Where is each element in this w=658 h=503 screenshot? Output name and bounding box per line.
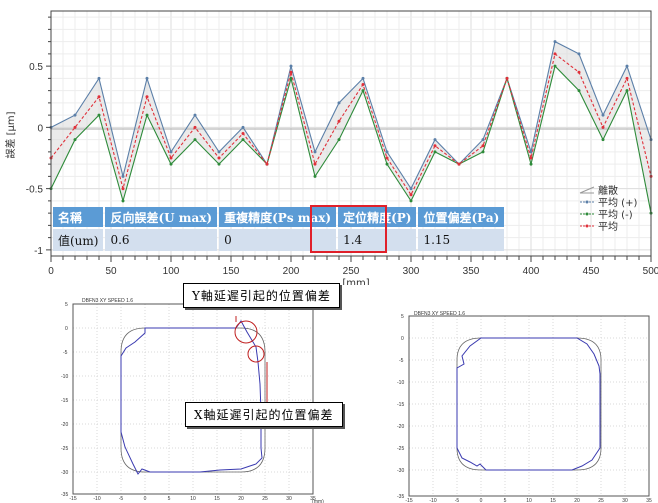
svg-text:15: 15 [214, 496, 220, 502]
svg-text:15: 15 [550, 498, 556, 503]
x-axis: 0 50 100 150 200 250 300 350 400 450 500 [48, 256, 658, 277]
y-axis-title: 誤差 [µm] [4, 111, 17, 158]
subchart-x-ticks: -15 -10 -5 0 5 10 15 20 25 30 35(mm) [69, 496, 324, 503]
y-axis: -1 -0.5 0 0.5 [26, 16, 51, 257]
svg-text:-35: -35 [61, 492, 68, 498]
svg-text:-5: -5 [399, 358, 404, 364]
svg-text:0: 0 [65, 326, 68, 332]
legend-item: 平均 (-) [598, 209, 633, 221]
svg-text:(mm): (mm) [312, 499, 324, 503]
svg-text:250: 250 [343, 266, 360, 277]
svg-text:35: 35 [646, 498, 652, 503]
svg-text:5: 5 [504, 498, 507, 503]
cell-unit-label: 值(um) [53, 229, 104, 251]
svg-text:150: 150 [223, 266, 240, 277]
svg-text:5: 5 [401, 314, 404, 320]
svg-text:-20: -20 [61, 422, 68, 428]
svg-text:-5: -5 [455, 498, 460, 503]
header-positioning-accuracy: 定位精度(P) [338, 207, 417, 227]
svg-text:10: 10 [526, 498, 532, 503]
header-name: 名稱 [53, 207, 104, 227]
cell-repeatability: 0 [219, 229, 337, 251]
svg-text:30: 30 [622, 498, 628, 503]
svg-text:-1: -1 [34, 246, 43, 257]
subchart-x-ticks: -15 -10 -5 0 5 10 15 20 25 30 35 [405, 498, 652, 503]
svg-text:35: 35 [310, 496, 316, 502]
svg-text:0: 0 [401, 336, 404, 342]
header-backlash: 反向誤差(U max) [105, 207, 218, 227]
svg-text:30: 30 [286, 496, 292, 502]
svg-text:-25: -25 [397, 446, 404, 452]
legend-item: 平均 [598, 221, 618, 233]
svg-text:-10: -10 [429, 498, 436, 503]
subchart-title: DBFN3 XY SPEED 1.6 [82, 298, 133, 304]
x-lag-marker [247, 345, 265, 363]
svg-text:300: 300 [403, 266, 420, 277]
svg-text:-10: -10 [93, 496, 100, 502]
svg-text:-10: -10 [397, 380, 404, 386]
legend-item: 平均 (+) [598, 197, 637, 209]
table-header-row: 名稱 反向誤差(U max) 重複精度(Ps max) 定位精度(P) 位置偏差… [53, 207, 505, 227]
svg-text:25: 25 [262, 496, 268, 502]
svg-text:10: 10 [190, 496, 196, 502]
svg-text:0.5: 0.5 [29, 62, 43, 73]
header-position-deviation: 位置偏差(Pa) [418, 207, 505, 227]
contour-chart-uncompensated: DBFN3 XY SPEED 1.6 5 0 -5 -10 -15 -20 -25 -30… [50, 292, 350, 503]
svg-text:-5: -5 [63, 350, 68, 356]
subchart-y-ticks: 5 0 -5 -10 -15 -20 -25 -30 -35 [397, 314, 404, 500]
svg-text:20: 20 [238, 496, 244, 502]
series-layer [49, 40, 653, 215]
y-axis-lag-callout: Y軸延遲引起的位置偏差 [183, 283, 340, 308]
x-axis-lag-callout: X軸延遲引起的位置偏差 [185, 402, 343, 427]
svg-text:-5: -5 [119, 496, 124, 502]
cell-positioning-accuracy: 1.4 [338, 229, 417, 251]
svg-text:-20: -20 [397, 424, 404, 430]
reference-path [456, 337, 602, 471]
svg-text:400: 400 [523, 266, 540, 277]
svg-text:5: 5 [65, 302, 68, 308]
svg-text:100: 100 [163, 266, 180, 277]
svg-text:-30: -30 [61, 470, 68, 476]
y-lag-marker [234, 320, 258, 344]
subchart-y-ticks: 5 0 -5 -10 -15 -20 -25 -30 -35 [61, 302, 68, 498]
svg-text:0: 0 [37, 123, 43, 134]
svg-text:25: 25 [598, 498, 604, 503]
cell-position-deviation: 1.15 [418, 229, 505, 251]
svg-text:-35: -35 [397, 494, 404, 500]
header-repeatability: 重複精度(Ps max) [219, 207, 337, 227]
series-0 [49, 40, 653, 191]
x-axis-title: [mm] [342, 278, 369, 285]
svg-text:-15: -15 [69, 496, 76, 502]
svg-text:20: 20 [574, 498, 580, 503]
contour-chart-compensated: DBFN3 XY SPEED 1.6 5 0 -5 -10 -15 -20 -25 -30… [382, 308, 658, 503]
series-1 [49, 64, 653, 215]
svg-text:50: 50 [105, 266, 117, 277]
measured-path [120, 320, 263, 475]
svg-text:0: 0 [48, 266, 54, 277]
svg-text:450: 450 [583, 266, 600, 277]
svg-text:-0.5: -0.5 [26, 185, 44, 196]
cell-backlash: 0.6 [105, 229, 218, 251]
svg-text:-30: -30 [397, 468, 404, 474]
highlight-box [310, 205, 387, 253]
svg-text:200: 200 [283, 266, 300, 277]
svg-text:-15: -15 [61, 398, 68, 404]
table-row: 值(um) 0.6 0 1.4 1.15 [53, 229, 505, 251]
legend-item: 離散 [598, 184, 618, 197]
svg-text:-15: -15 [405, 498, 412, 503]
subchart-title: DBFN3 XY SPEED 1.6 [414, 311, 465, 317]
measured-path [456, 337, 601, 471]
svg-text:0: 0 [480, 498, 483, 503]
svg-text:-25: -25 [61, 446, 68, 452]
svg-text:500: 500 [643, 266, 658, 277]
svg-text:5: 5 [168, 496, 171, 502]
svg-text:0: 0 [144, 496, 147, 502]
svg-text:350: 350 [463, 266, 480, 277]
svg-text:-10: -10 [61, 374, 68, 380]
reference-path [120, 327, 266, 473]
svg-text:-15: -15 [397, 402, 404, 408]
stats-table: 名稱 反向誤差(U max) 重複精度(Ps max) 定位精度(P) 位置偏差… [51, 205, 506, 253]
